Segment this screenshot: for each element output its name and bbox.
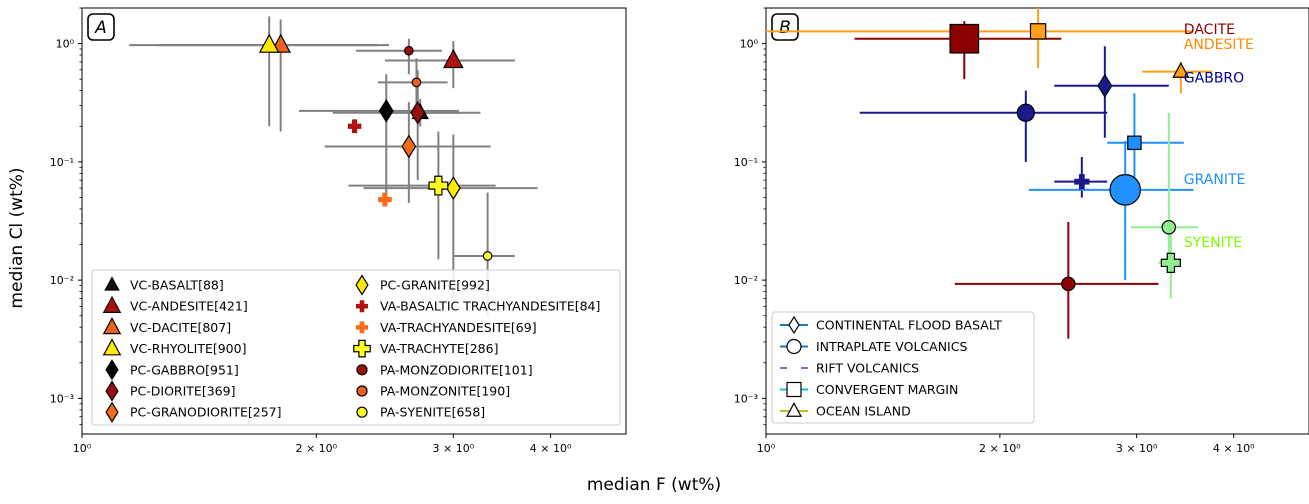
legend-marker xyxy=(356,300,368,313)
legend-marker xyxy=(102,338,122,356)
data-point xyxy=(401,134,417,159)
y-tick-label: 10⁻² xyxy=(50,274,74,287)
legend-label: PC-GABBRO[951] xyxy=(130,362,239,377)
legend-box xyxy=(771,311,1035,424)
data-point xyxy=(1029,23,1047,40)
legend-marker xyxy=(356,364,368,376)
legend-marker xyxy=(353,339,371,358)
legend-label: PC-GRANITE[992] xyxy=(380,278,490,293)
data-point xyxy=(1160,252,1181,273)
legend-label: PA-MONZONITE[190] xyxy=(380,384,510,399)
legend-label: VC-RHYOLITE[900] xyxy=(130,341,246,356)
markers-b xyxy=(949,23,1190,292)
legend-label: VA-TRACHYANDESITE[69] xyxy=(380,320,537,335)
data-point xyxy=(378,98,394,123)
x-tick-label: 2 × 10⁰ xyxy=(979,442,1021,455)
legend-label: CONTINENTAL FLOOD BASALT xyxy=(816,318,1002,333)
legend-marker xyxy=(786,381,802,398)
y-tick-label: 10⁻² xyxy=(734,274,758,287)
data-point xyxy=(1016,103,1035,122)
y-tick-label: 10⁰ xyxy=(56,38,75,51)
panel-label-box xyxy=(771,13,799,41)
data-point xyxy=(403,45,414,56)
legend-marker xyxy=(785,402,803,417)
legend-marker xyxy=(105,359,119,381)
legend-marker xyxy=(786,338,802,355)
data-point xyxy=(258,33,280,53)
legend-marker xyxy=(356,321,368,334)
data-point xyxy=(1074,174,1090,190)
legend-label: VC-DACITE[807] xyxy=(130,320,231,335)
legend-label: OCEAN ISLAND xyxy=(816,404,911,419)
data-point xyxy=(411,77,422,88)
legend-label: VA-BASALTIC TRACHYANDESITE[84] xyxy=(380,299,600,314)
legend-label: PC-GRANODIORITE[257] xyxy=(130,405,282,420)
errorbars-b xyxy=(766,8,1212,339)
data-point xyxy=(410,100,426,125)
markers-a xyxy=(258,33,493,261)
y-tick-label: 10⁻¹ xyxy=(734,156,758,169)
legend-marker xyxy=(788,315,800,335)
legend-a: VC-BASALT[88] VC-ANDESITE[421] VC-DACITE[8… xyxy=(91,269,621,426)
legend-label: VC-ANDESITE[421] xyxy=(130,299,248,314)
x-tick-label: 10⁰ xyxy=(757,442,776,455)
data-point xyxy=(1061,276,1076,292)
legend-label: INTRAPLATE VOLCANICS xyxy=(816,339,967,354)
y-tick-label: 10⁻¹ xyxy=(50,156,74,169)
legend-marker xyxy=(105,401,119,423)
data-point xyxy=(442,48,464,69)
legend-label: RIFT VOLCANICS xyxy=(816,361,919,376)
group-annotation: GRANITE xyxy=(1184,172,1246,188)
legend-marker xyxy=(105,380,119,402)
x-tick-label: 3 × 10⁰ xyxy=(433,442,475,455)
legend-label: VC-BASALT[88] xyxy=(130,278,224,293)
data-point xyxy=(1127,135,1142,151)
y-tick-label: 10⁻³ xyxy=(734,392,758,405)
x-axis-label: median F (wt%) xyxy=(587,475,721,495)
data-point xyxy=(1172,61,1190,78)
data-point xyxy=(1161,219,1177,235)
legend-label: PA-MONZODIORITE[101] xyxy=(380,362,533,377)
legend-label: CONVERGENT MARGIN xyxy=(816,382,958,397)
data-point xyxy=(1109,174,1142,206)
data-point xyxy=(378,192,392,207)
legend-marker xyxy=(355,274,369,296)
group-annotation: ANDESITE xyxy=(1184,37,1254,53)
legend-label: PA-SYENITE[658] xyxy=(380,405,485,420)
plot-frame xyxy=(81,7,627,435)
legend-marker xyxy=(102,317,122,335)
legend-marker xyxy=(787,361,801,375)
panel-label: A xyxy=(94,18,107,38)
legend-b: CONTINENTAL FLOOD BASALT INTRAPLATE VOLCA… xyxy=(771,311,1035,424)
legend-label: PC-DIORITE[369] xyxy=(130,384,235,399)
legend-marker xyxy=(356,385,368,397)
panel-label: B xyxy=(779,18,791,38)
panel-a: 10⁰ 2 × 10⁰ 3 × 10⁰ 4 × 10⁰ 10⁻³ 10⁻² 10⁻¹ 10⁰ A… xyxy=(50,7,627,455)
data-point xyxy=(347,119,362,134)
data-point xyxy=(949,23,980,54)
legend-label: VA-TRACHYTE[286] xyxy=(380,341,498,356)
y-axis-label: median Cl (wt%) xyxy=(7,167,27,308)
x-tick-label: 4 × 10⁰ xyxy=(1213,442,1255,455)
legend-marker xyxy=(356,406,368,418)
panel-b: 10⁰ 2 × 10⁰ 3 × 10⁰ 4 × 10⁰ 10⁻³ 10⁻² 10⁻¹ 10⁰ B… xyxy=(734,7,1309,455)
group-annotation: GABBRO xyxy=(1184,70,1244,86)
group-annotation: SYENITE xyxy=(1184,235,1242,251)
y-tick-label: 10⁰ xyxy=(740,38,759,51)
data-point xyxy=(428,175,449,196)
panel-label-box xyxy=(87,13,115,41)
data-point xyxy=(482,251,493,261)
x-tick-label: 2 × 10⁰ xyxy=(295,442,337,455)
x-tick-label: 10⁰ xyxy=(73,442,92,455)
legend-marker xyxy=(102,295,122,313)
data-point xyxy=(1097,73,1113,98)
data-point xyxy=(445,176,461,200)
x-tick-label: 3 × 10⁰ xyxy=(1116,442,1158,455)
group-annotation: DACITE xyxy=(1184,22,1235,38)
x-tick-label: 4 × 10⁰ xyxy=(530,442,572,455)
y-tick-label: 10⁻³ xyxy=(50,392,74,405)
legend-marker xyxy=(104,276,120,291)
